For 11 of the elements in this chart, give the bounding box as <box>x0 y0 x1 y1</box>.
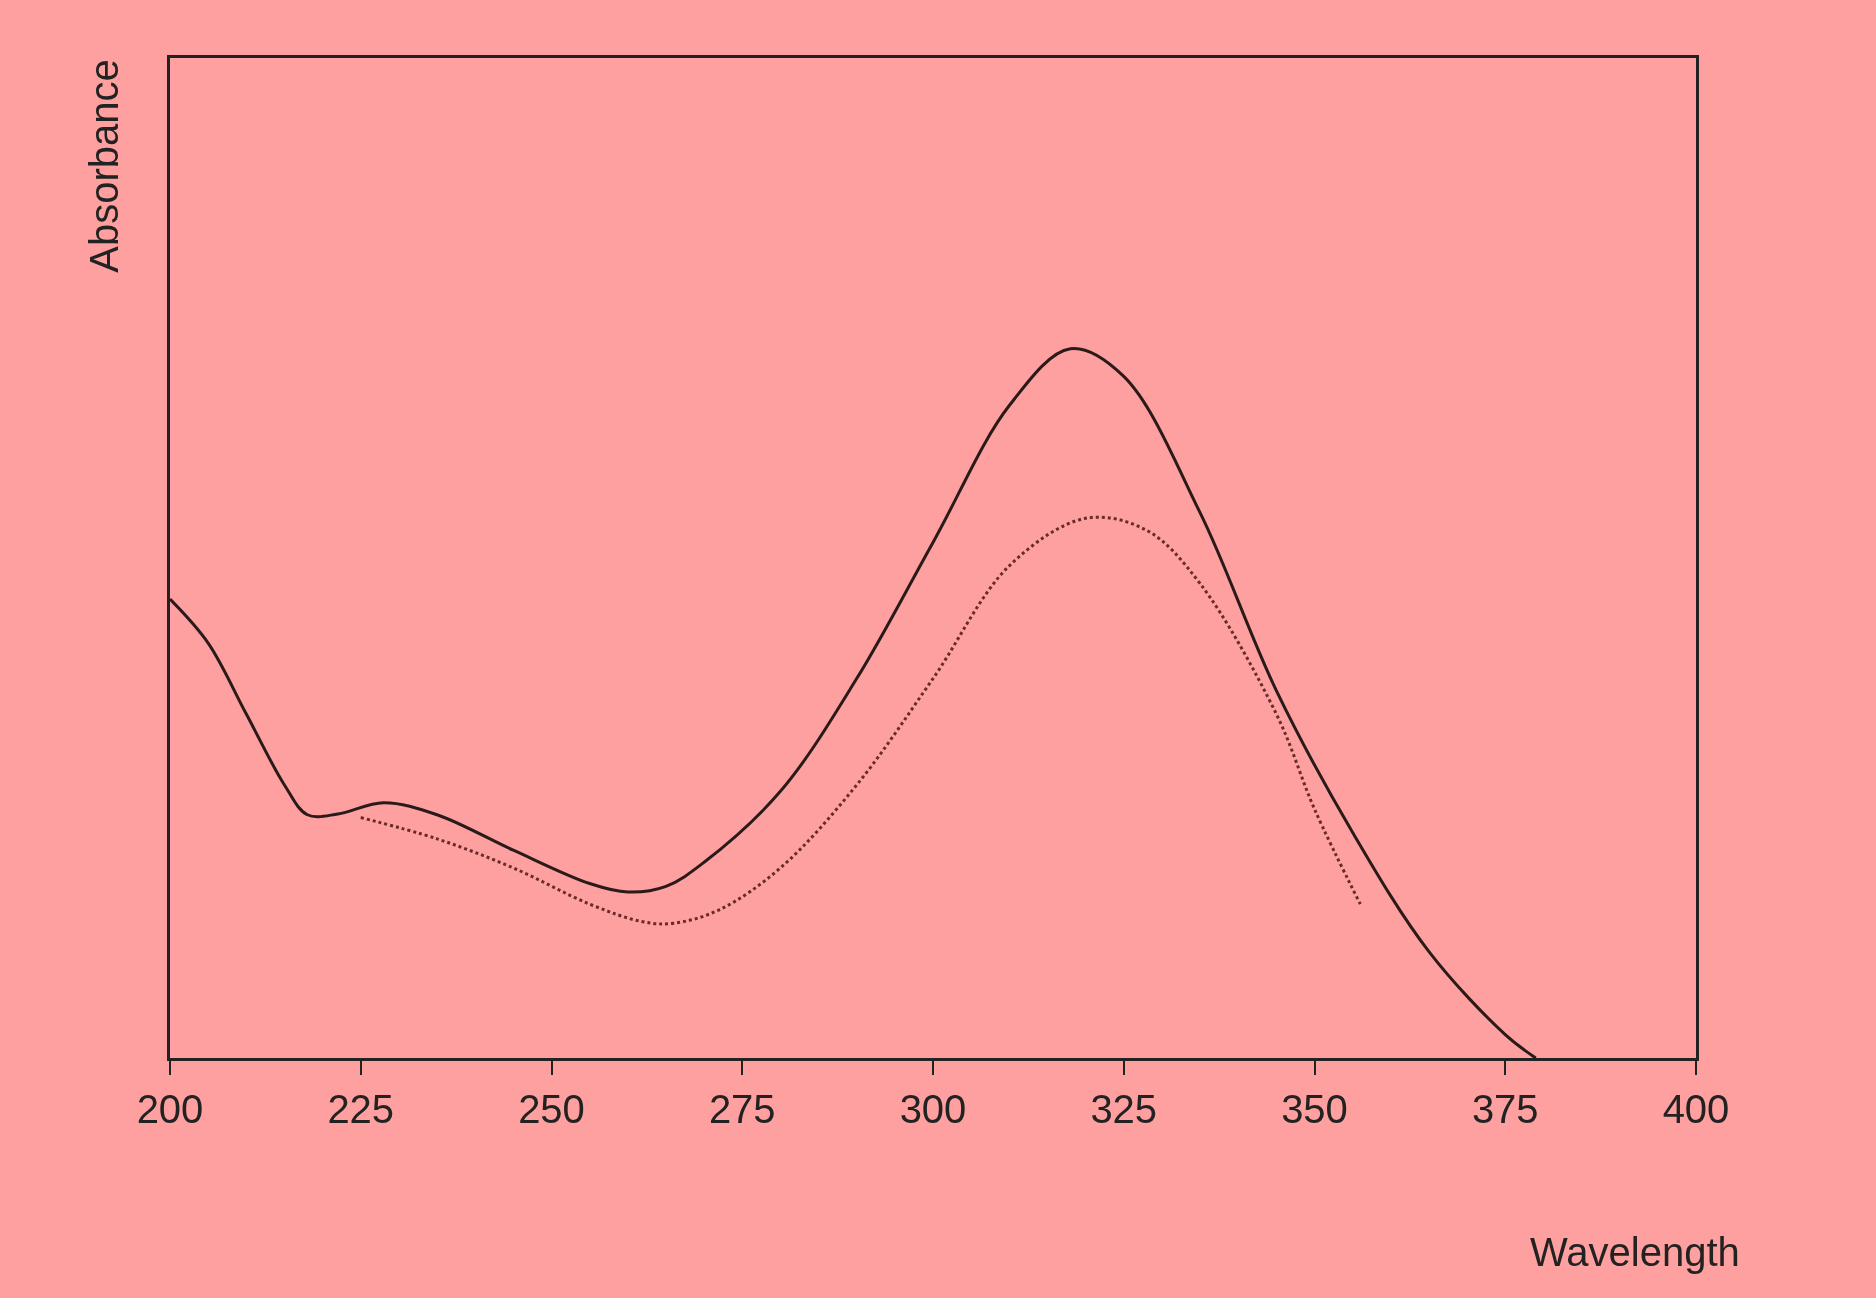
x-tick-label: 275 <box>708 1087 776 1131</box>
x-tick-label: 350 <box>1281 1087 1348 1131</box>
y-axis-title: Absorbance <box>81 59 126 273</box>
x-tick-label: 250 <box>518 1087 585 1131</box>
x-tick-label: 300 <box>899 1087 967 1131</box>
x-tick-label: 225 <box>327 1087 395 1131</box>
x-axis-title: Wavelength <box>1530 1230 1740 1274</box>
x-tick-label: 200 <box>136 1087 204 1131</box>
x-tick-label: 400 <box>1662 1087 1730 1131</box>
x-tick-label: 375 <box>1471 1087 1539 1131</box>
x-tick-label: 325 <box>1090 1087 1158 1131</box>
